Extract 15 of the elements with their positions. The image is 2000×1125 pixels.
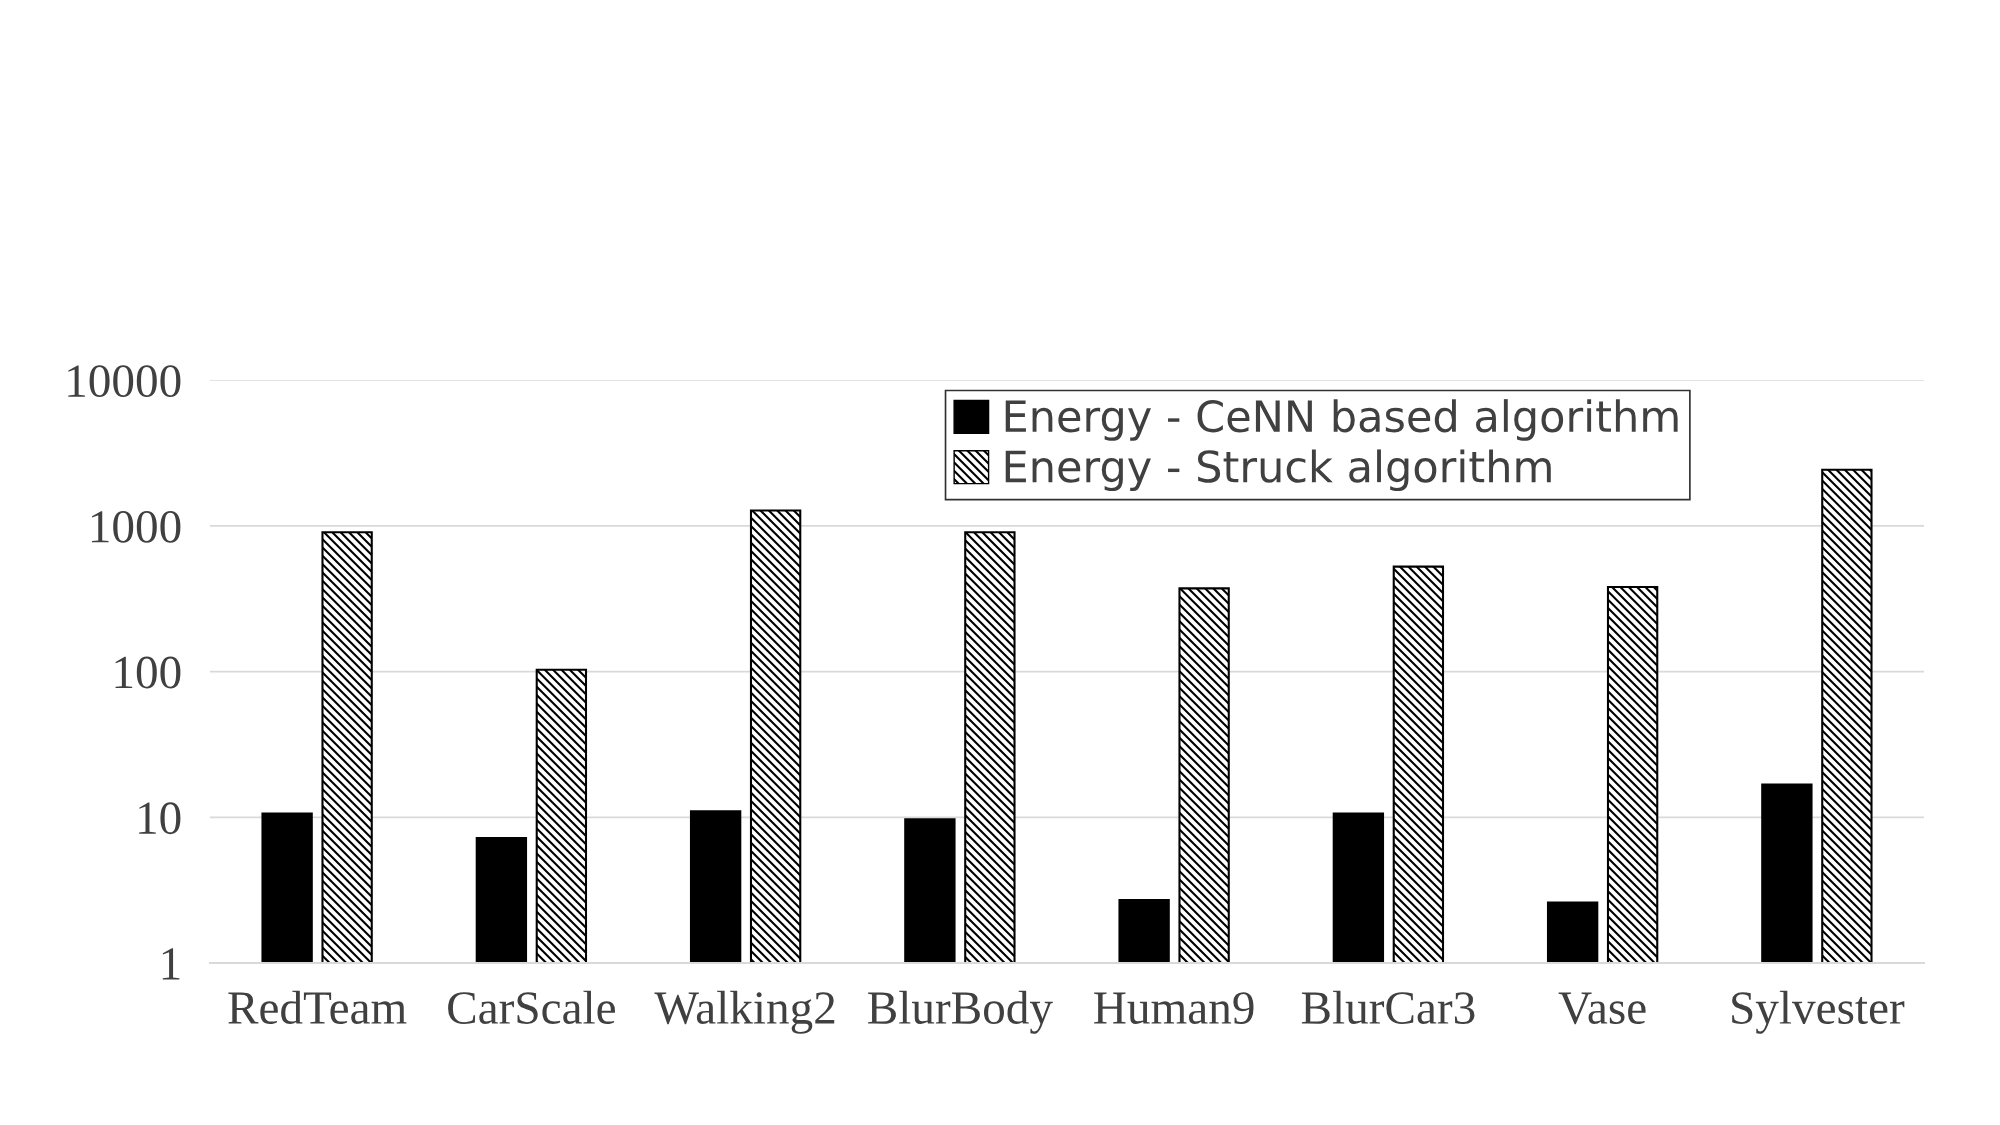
- x-tick-label: BlurBody: [868, 990, 1053, 1034]
- y-tick-label: 10000: [68, 365, 181, 398]
- y-tick-label: 10: [139, 802, 181, 835]
- x-tick-label: RedTeam: [228, 990, 407, 1025]
- x-tick-label: Sylvester: [1732, 990, 1905, 1034]
- legend-label: Energy - CeNN based algorithm: [1005, 399, 1678, 441]
- x-tick-label: BlurCar3: [1301, 990, 1475, 1025]
- y-tick-label: 100: [115, 656, 181, 689]
- x-tick-label: Human9: [1094, 992, 1254, 1025]
- x-tick-label: Vase: [1558, 992, 1646, 1025]
- legend-label: Energy - Struck algorithm: [1005, 449, 1551, 492]
- x-tick-label: Walking2: [654, 990, 835, 1034]
- y-tick-label: 1: [162, 948, 180, 980]
- x-tick-label: CarScale: [448, 990, 615, 1025]
- y-tick-label: 1000: [91, 510, 181, 543]
